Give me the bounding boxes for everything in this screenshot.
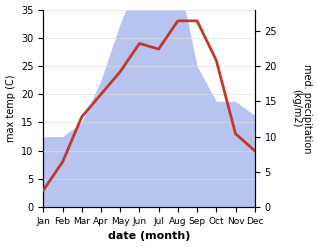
Y-axis label: med. precipitation
(kg/m2): med. precipitation (kg/m2) [291, 64, 313, 153]
X-axis label: date (month): date (month) [108, 231, 190, 242]
Y-axis label: max temp (C): max temp (C) [5, 75, 16, 142]
